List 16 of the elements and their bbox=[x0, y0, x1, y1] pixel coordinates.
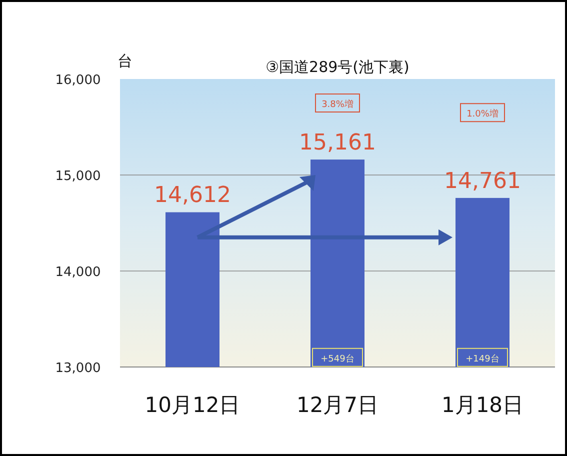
data-label: 14,612 bbox=[154, 183, 231, 208]
y-axis-title: 台 bbox=[118, 52, 132, 70]
y-tick-label: 15,000 bbox=[55, 169, 101, 184]
x-tick-label: 1月18日 bbox=[441, 393, 524, 417]
y-tick-label: 14,000 bbox=[55, 265, 101, 280]
y-tick-label: 16,000 bbox=[55, 73, 101, 88]
y-tick-label: 13,000 bbox=[55, 361, 101, 376]
annotation: +549台 bbox=[320, 353, 354, 364]
data-label: 15,161 bbox=[299, 130, 376, 156]
x-tick-label: 12月7日 bbox=[296, 393, 379, 417]
annotation: 3.8%増 bbox=[322, 99, 354, 110]
x-tick-label: 10月12日 bbox=[144, 393, 240, 417]
annotation: 1.0%増 bbox=[466, 108, 498, 120]
annotation: +149台 bbox=[466, 353, 500, 364]
chart-title: ③国道289号(池下裏) bbox=[266, 58, 410, 76]
data-label: 14,761 bbox=[444, 168, 521, 194]
